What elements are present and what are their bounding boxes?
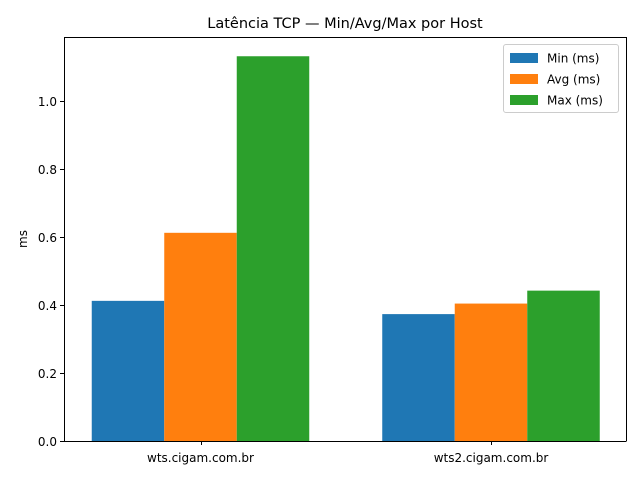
- axes-frame: [64, 37, 627, 442]
- chart-title: Latência TCP — Min/Avg/Max por Host: [207, 16, 483, 32]
- legend: Min (ms) Avg (ms) Max (ms): [503, 44, 619, 113]
- legend-swatch: [510, 53, 538, 63]
- y-tick-label: 0.0: [38, 435, 57, 449]
- bars-group: [91, 56, 600, 441]
- legend-label: Avg (ms): [547, 73, 600, 87]
- bar-min-2: [382, 314, 455, 441]
- bar-avg-1: [164, 232, 237, 441]
- bar-max-2: [527, 290, 600, 441]
- x-tick-label: wts2.cigam.com.br: [434, 451, 549, 465]
- legend-swatch: [510, 95, 538, 105]
- legend-label: Min (ms): [547, 52, 599, 66]
- y-tick-label: 0.6: [38, 231, 57, 245]
- y-tick-label: 0.2: [38, 367, 57, 381]
- y-tick-label: 0.8: [38, 163, 57, 177]
- bar-min-1: [91, 300, 165, 441]
- bar-avg-2: [454, 303, 528, 441]
- x-tick-label: wts.cigam.com.br: [147, 451, 254, 465]
- x-axis-ticks: wts.cigam.com.br wts2.cigam.com.br: [147, 441, 548, 465]
- y-axis-label: ms: [16, 230, 30, 248]
- y-tick-label: 0.4: [38, 299, 57, 313]
- bar-max-1: [236, 56, 310, 441]
- y-tick-label: 1.0: [38, 95, 57, 109]
- legend-swatch: [510, 74, 538, 84]
- legend-label: Max (ms): [547, 94, 603, 108]
- y-axis-ticks: 0.0 0.2 0.4 0.6 0.8 1.0: [38, 95, 64, 449]
